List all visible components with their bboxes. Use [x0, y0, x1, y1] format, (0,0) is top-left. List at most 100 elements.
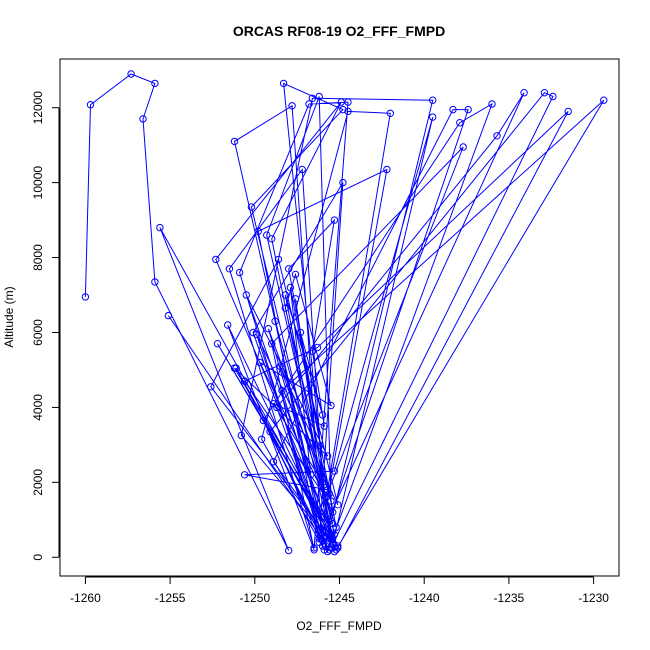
data-point: [268, 340, 276, 348]
data-point: [564, 107, 572, 116]
data-point: [266, 428, 274, 436]
data-point: [312, 441, 320, 449]
data-point: [344, 107, 352, 116]
data-point: [540, 89, 549, 97]
x-axis-label: O2_FFF_FMPD: [296, 619, 382, 633]
data-point: [329, 519, 337, 528]
data-point: [318, 478, 327, 486]
data-point: [493, 132, 501, 140]
data-point: [273, 403, 281, 412]
data-point: [449, 105, 457, 114]
series-line-2: [167, 92, 605, 554]
data-point: [268, 235, 276, 243]
x-axis: -1260 -1255 -1250 -1245 -1240 -1235 -1230: [70, 576, 609, 605]
data-point: [327, 401, 335, 410]
data-point: [212, 255, 220, 264]
data-point: [520, 89, 528, 97]
data-point: [139, 115, 147, 123]
data-point: [456, 119, 464, 127]
x-tick-label: -1230: [578, 591, 609, 605]
data-point: [298, 165, 306, 174]
data-point: [318, 411, 327, 419]
data-point: [488, 100, 496, 108]
plot-frame: [59, 58, 620, 577]
data-point: [257, 435, 266, 443]
data-point: [429, 113, 437, 121]
data-point: [459, 143, 467, 151]
data-point: [86, 101, 95, 109]
data-point: [310, 546, 318, 554]
data-point: [285, 546, 293, 555]
data-point: [312, 504, 320, 513]
x-tick-label: -1260: [70, 591, 101, 605]
data-point: [383, 165, 391, 174]
data-point: [315, 534, 323, 543]
data-point: [249, 328, 257, 337]
data-point: [263, 231, 271, 239]
y-tick-label: 10000: [31, 166, 45, 200]
data-point: [285, 265, 293, 273]
x-tick-label: -1240: [409, 591, 440, 605]
data-point: [291, 270, 300, 279]
data-point: [151, 278, 159, 286]
data-point: [330, 216, 339, 224]
x-tick-label: -1245: [324, 591, 355, 605]
data-point: [213, 340, 222, 348]
data-point: [278, 386, 286, 395]
y-tick-label: 0: [31, 554, 45, 561]
series-layer: [81, 70, 608, 556]
y-tick-label: 8000: [31, 244, 45, 271]
data-point: [264, 325, 273, 333]
y-tick-label: 6000: [31, 319, 45, 346]
data-point: [339, 178, 347, 187]
y-tick-label: 2000: [31, 469, 45, 496]
x-tick-label: -1255: [155, 591, 186, 605]
y-axis: 0 2000 4000 6000 8000 10000 12000: [31, 91, 60, 561]
data-point: [207, 383, 215, 391]
data-point: [235, 268, 244, 277]
data-point: [320, 422, 328, 430]
data-point: [230, 137, 239, 146]
data-point: [600, 96, 608, 104]
data-point: [259, 416, 267, 425]
data-point: [329, 540, 337, 548]
data-point: [332, 546, 340, 554]
data-point: [339, 105, 347, 114]
data-point: [224, 321, 232, 329]
data-point: [313, 343, 322, 352]
data-point: [464, 105, 472, 114]
data-point: [305, 100, 313, 108]
data-point: [237, 431, 246, 440]
data-point: [323, 452, 332, 460]
series-line-1: [84, 73, 388, 552]
data-point: [240, 377, 249, 385]
x-tick-label: -1250: [239, 591, 270, 605]
data-point: [288, 102, 296, 110]
data-point: [308, 94, 317, 103]
data-point: [549, 92, 557, 101]
data-point: [334, 544, 342, 552]
y-tick-label: 12000: [31, 91, 45, 125]
data-point: [269, 458, 278, 466]
data-point: [323, 486, 332, 494]
data-point: [322, 493, 330, 501]
data-point: [274, 255, 283, 264]
data-point: [296, 328, 305, 337]
data-point: [81, 293, 90, 301]
data-point: [232, 364, 240, 372]
x-tick-label: -1235: [494, 591, 525, 605]
data-point: [271, 317, 279, 325]
chart-title: ORCAS RF08-19 O2_FFF_FMPD: [233, 23, 445, 39]
data-point: [281, 291, 289, 299]
data-point: [225, 265, 234, 273]
data-point: [310, 544, 318, 552]
data-point: [247, 203, 256, 211]
data-point: [279, 79, 288, 88]
data-point: [164, 311, 173, 320]
data-point: [281, 304, 289, 312]
data-point: [242, 291, 251, 299]
data-point: [327, 497, 335, 505]
data-point: [156, 223, 164, 232]
data-point: [151, 79, 159, 88]
